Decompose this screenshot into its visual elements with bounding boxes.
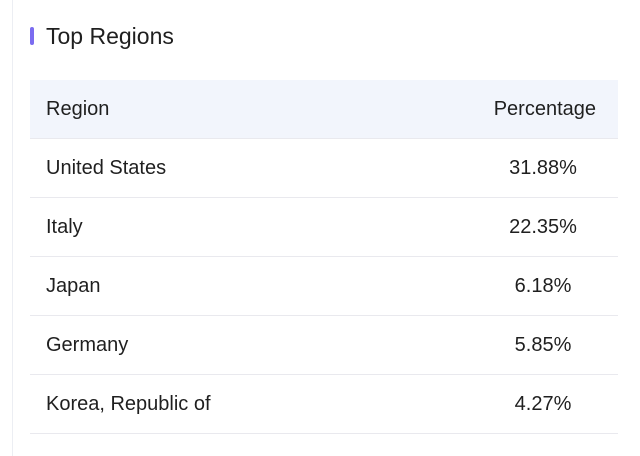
percentage-cell: 22.35% bbox=[468, 197, 618, 257]
region-cell: Japan bbox=[30, 256, 468, 316]
column-header: Region bbox=[30, 80, 468, 139]
section-header: Top Regions bbox=[30, 20, 174, 52]
percentage-cell: 31.88% bbox=[468, 138, 618, 198]
table-row: Germany 5.85% bbox=[30, 315, 618, 375]
regions-table: Region Percentage United States 31.88% Ita… bbox=[30, 80, 618, 434]
table-row: Italy 22.35% bbox=[30, 197, 618, 257]
region-cell: United States bbox=[30, 138, 468, 198]
percentage-cell: 4.27% bbox=[468, 374, 618, 434]
header-row: Region Percentage bbox=[30, 80, 618, 139]
accent-bar bbox=[30, 27, 34, 45]
percentage-cell: 5.85% bbox=[468, 315, 618, 375]
table-head: Region Percentage bbox=[30, 80, 618, 139]
column-header: Percentage bbox=[468, 80, 618, 139]
table-body: United States 31.88% Italy 22.35% Japan 6.18%… bbox=[30, 138, 618, 434]
table-row: United States 31.88% bbox=[30, 138, 618, 198]
region-cell: Germany bbox=[30, 315, 468, 375]
table-row: Japan 6.18% bbox=[30, 256, 618, 316]
region-cell: Italy bbox=[30, 197, 468, 257]
percentage-cell: 6.18% bbox=[468, 256, 618, 316]
region-cell: Korea, Republic of bbox=[30, 374, 468, 434]
section-title: Top Regions bbox=[46, 22, 174, 49]
table-row: Korea, Republic of 4.27% bbox=[30, 374, 618, 434]
panel bbox=[12, 0, 640, 456]
